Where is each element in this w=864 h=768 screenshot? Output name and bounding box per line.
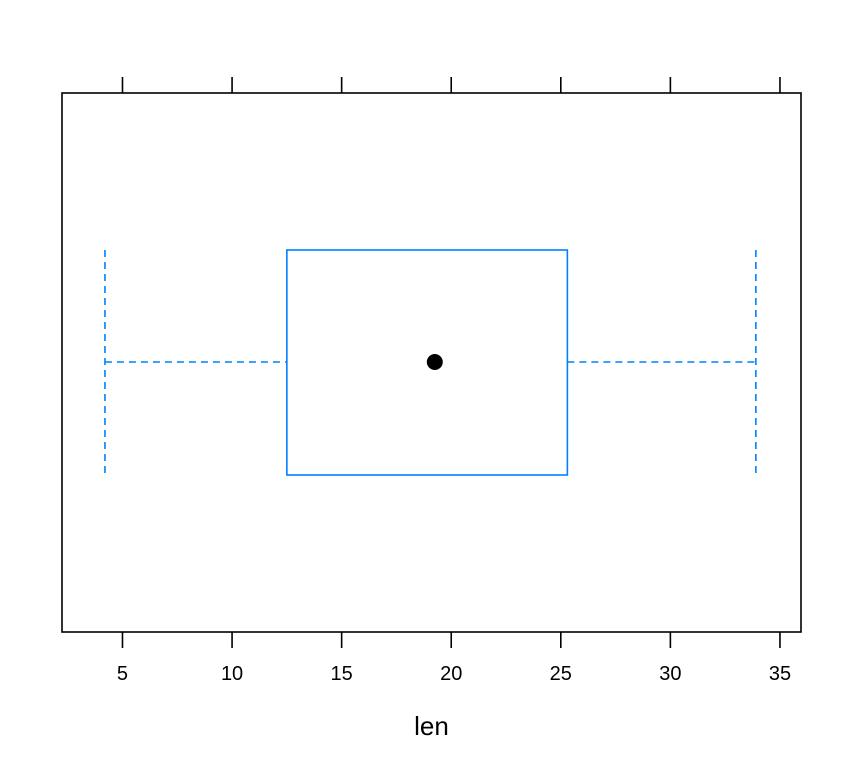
x-tick-label-5: 5	[117, 663, 128, 685]
box-marks	[104, 249, 757, 476]
x-tick-label-20: 20	[440, 663, 462, 685]
x-axis-title: len	[414, 711, 449, 741]
interquartile-box	[286, 249, 569, 476]
plot-panel-border	[61, 92, 802, 633]
x-tick-label-25: 25	[550, 663, 572, 685]
x-tick-label-35: 35	[769, 663, 791, 685]
x-tick-label-30: 30	[659, 663, 681, 685]
bottom-axis-ticks	[121, 632, 781, 648]
x-tick-label-10: 10	[221, 663, 243, 685]
x-tick-label-15: 15	[331, 663, 353, 685]
top-axis-ticks	[121, 77, 781, 93]
x-tick-labels: 5 10 15 20 25 30 35	[117, 663, 791, 685]
median-dot	[426, 354, 443, 370]
